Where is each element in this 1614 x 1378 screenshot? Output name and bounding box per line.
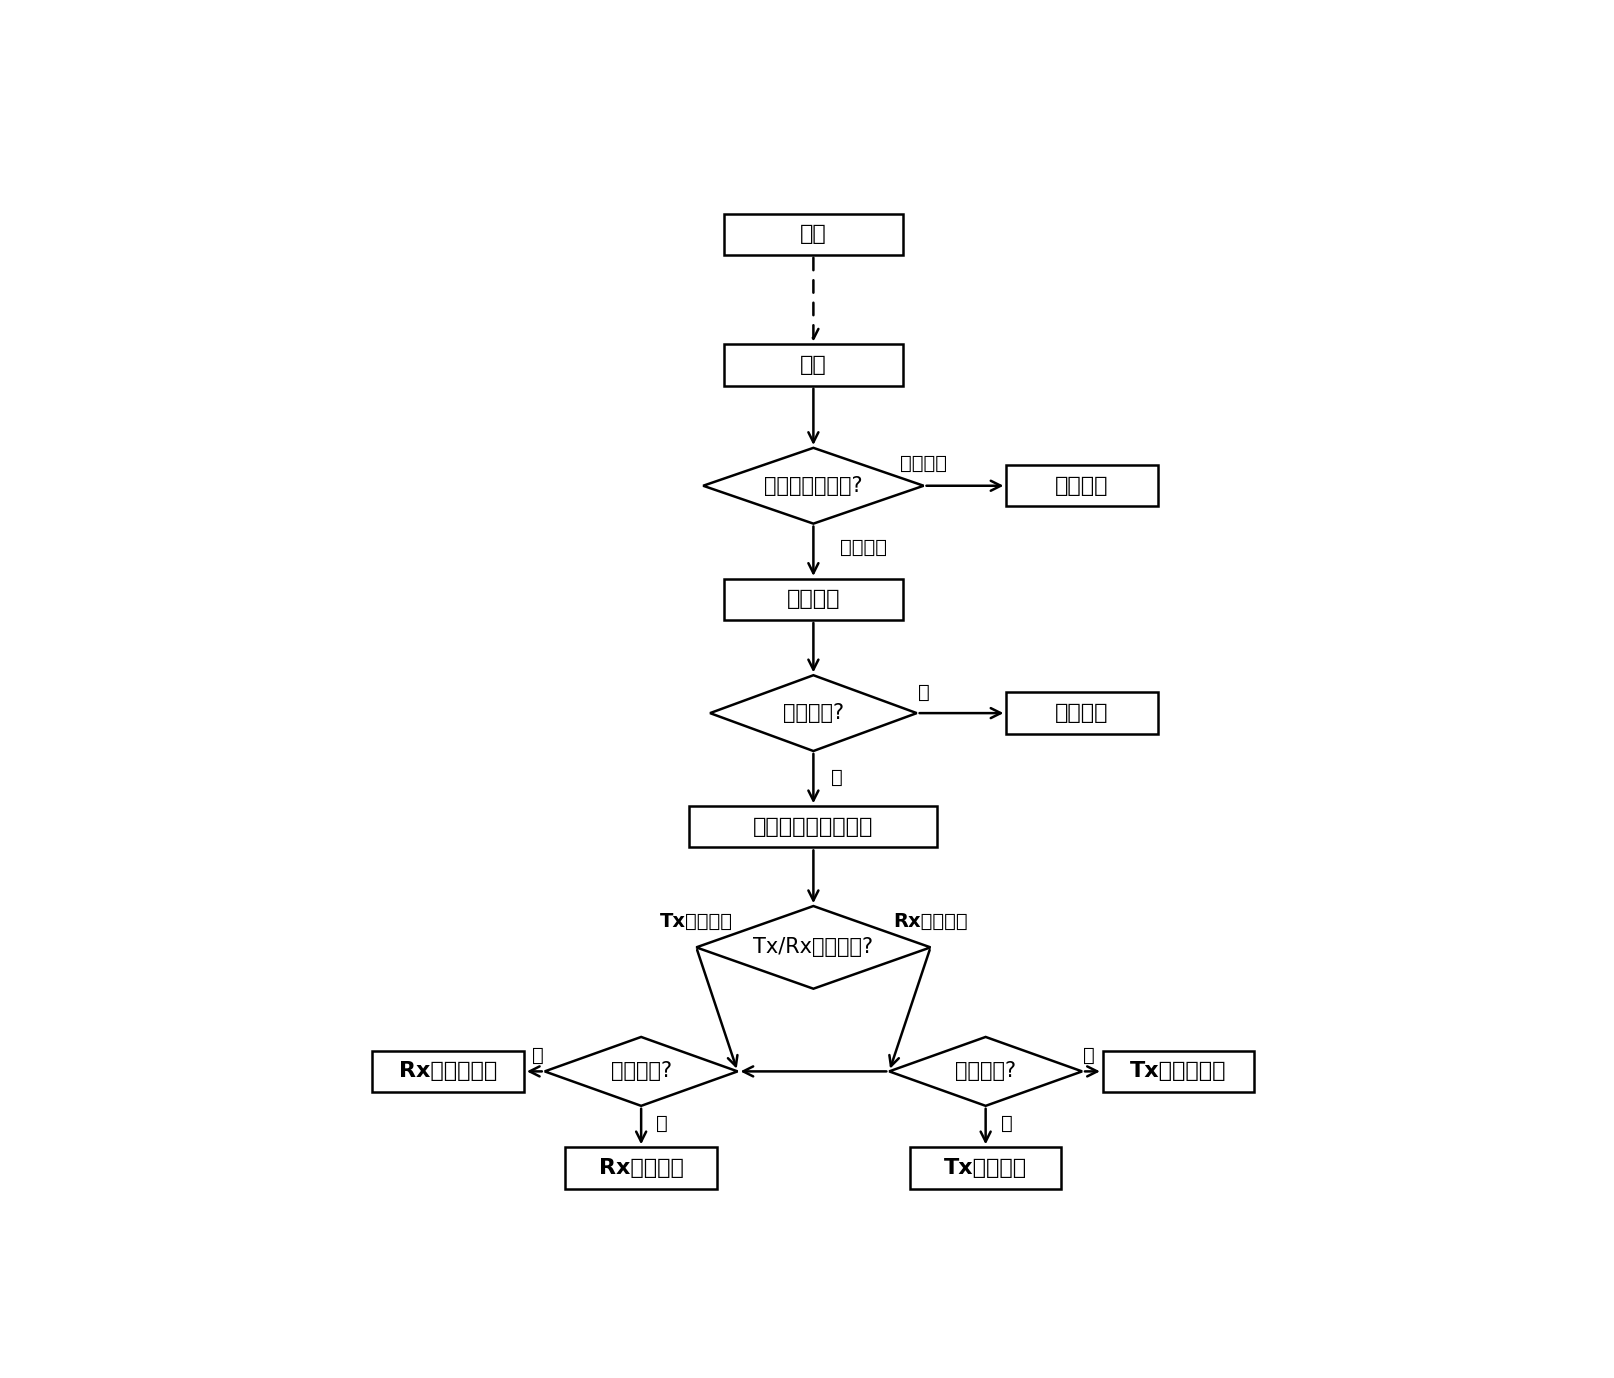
Text: Tx链路变向: Tx链路变向: [944, 1158, 1027, 1178]
Text: 校正错误: 校正错误: [1056, 475, 1109, 496]
Text: 链路标记为永久故障: 链路标记为永久故障: [754, 817, 873, 836]
Text: 否: 否: [1083, 1046, 1094, 1065]
Text: 变向条件?: 变向条件?: [955, 1061, 1017, 1082]
Polygon shape: [710, 675, 917, 751]
Text: 测试模式: 测试模式: [786, 590, 841, 609]
Text: 两位错误: 两位错误: [839, 539, 886, 557]
Text: 解码: 解码: [801, 356, 826, 375]
Text: 是: 是: [918, 683, 930, 701]
Bar: [689, 806, 938, 847]
Text: Rx链路变向: Rx链路变向: [599, 1158, 684, 1178]
Bar: [910, 1146, 1062, 1188]
Text: 是: 是: [657, 1113, 668, 1133]
Text: 否: 否: [533, 1046, 544, 1065]
Bar: [723, 214, 902, 255]
Text: Tx/Rx链路故障?: Tx/Rx链路故障?: [754, 937, 873, 958]
Bar: [1006, 464, 1157, 506]
Text: 变向条件?: 变向条件?: [610, 1061, 671, 1082]
Bar: [723, 579, 902, 620]
Text: 恢复链路: 恢复链路: [1056, 703, 1109, 723]
Text: Tx链路故障: Tx链路故障: [660, 912, 733, 932]
Bar: [1006, 692, 1157, 733]
Text: Tx链路不变向: Tx链路不变向: [1130, 1061, 1227, 1082]
Bar: [1102, 1050, 1254, 1091]
Polygon shape: [889, 1036, 1081, 1105]
Polygon shape: [704, 448, 923, 524]
Text: 测试通过?: 测试通过?: [783, 703, 844, 723]
Text: 否: 否: [831, 768, 843, 787]
Text: 编码: 编码: [801, 225, 826, 244]
Text: Rx链路故障: Rx链路故障: [893, 912, 968, 932]
Bar: [565, 1146, 717, 1188]
Polygon shape: [696, 907, 931, 989]
Polygon shape: [544, 1036, 738, 1105]
Bar: [723, 344, 902, 386]
Text: Rx链路不变向: Rx链路不变向: [399, 1061, 497, 1082]
Bar: [373, 1050, 525, 1091]
Text: 是: 是: [1001, 1113, 1012, 1133]
Text: 一位错误: 一位错误: [901, 453, 947, 473]
Text: 一位或两位错误?: 一位或两位错误?: [763, 475, 863, 496]
